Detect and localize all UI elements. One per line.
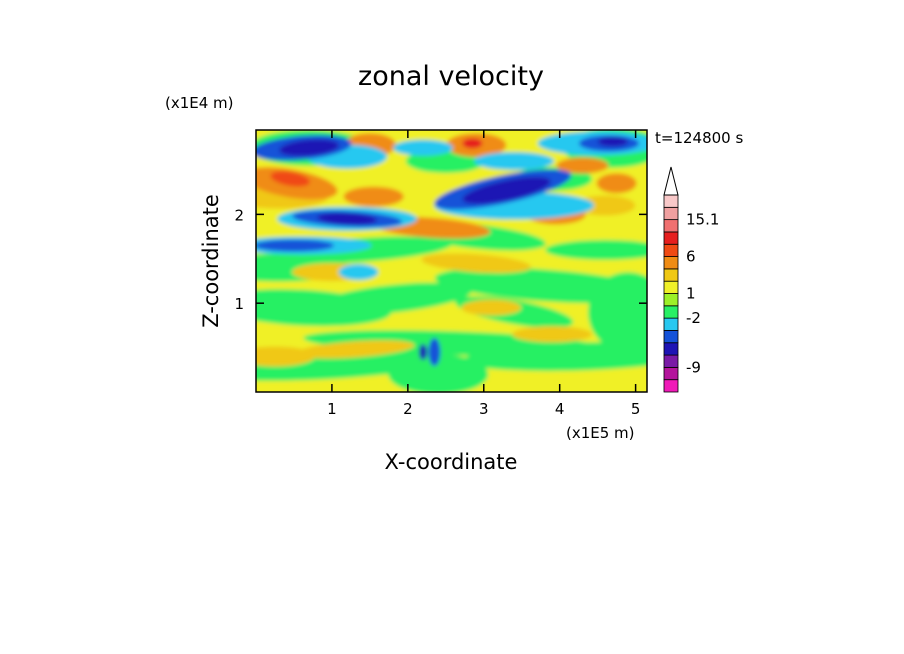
x-tick-label: 4 bbox=[555, 400, 565, 418]
colorbar-segment bbox=[663, 231, 679, 245]
colorbar-label: 1 bbox=[686, 285, 696, 303]
x-tick-label: 5 bbox=[631, 400, 641, 418]
chart-title: zonal velocity bbox=[358, 61, 544, 92]
field-patch bbox=[279, 139, 340, 157]
field-patch bbox=[462, 176, 551, 204]
field-patch bbox=[313, 282, 473, 315]
colorbar-label: 15.1 bbox=[686, 211, 719, 229]
colorbar-segment bbox=[663, 243, 679, 257]
field-patch bbox=[388, 354, 489, 392]
colorbar-segment bbox=[663, 317, 679, 331]
x-axis-label: X-coordinate bbox=[385, 450, 518, 474]
plot-frame bbox=[255, 129, 648, 393]
colorbar-segment bbox=[663, 194, 679, 208]
field-patch bbox=[419, 344, 428, 361]
field-patch bbox=[545, 239, 647, 260]
y-axis-ticks: 12 bbox=[234, 206, 647, 313]
colorbar-label: 6 bbox=[686, 248, 696, 266]
colorbar-segment bbox=[663, 219, 679, 233]
field-patch bbox=[461, 299, 522, 316]
y-tick-label: 2 bbox=[234, 206, 244, 224]
field-patch bbox=[588, 272, 647, 353]
colorbar-extend-arrow bbox=[663, 166, 679, 196]
field-patch bbox=[575, 195, 636, 216]
x-tick-label: 1 bbox=[327, 400, 337, 418]
field-patch bbox=[317, 212, 378, 226]
colorbar-segment bbox=[663, 379, 679, 393]
colorbar-segment bbox=[663, 366, 679, 381]
field-patch bbox=[393, 139, 454, 156]
field-patch bbox=[270, 171, 310, 187]
x-axis-ticks: 1 2 3 4 5 bbox=[327, 130, 640, 418]
heatmap-field bbox=[256, 130, 647, 392]
field-patch bbox=[462, 138, 483, 149]
field-patch bbox=[556, 157, 609, 174]
field-patch bbox=[256, 239, 334, 252]
field-patch bbox=[596, 173, 637, 194]
colorbar-segment bbox=[663, 305, 679, 319]
field-patch bbox=[338, 264, 379, 281]
colorbar-segment bbox=[663, 206, 679, 221]
colorbar-segment bbox=[663, 293, 679, 307]
y-axis-label: Z-coordinate bbox=[199, 194, 223, 328]
colorbar-segment bbox=[663, 354, 679, 368]
x-tick-label: 2 bbox=[403, 400, 413, 418]
colorbar-segment bbox=[663, 268, 679, 282]
field-patch bbox=[421, 253, 532, 273]
field-patch bbox=[343, 186, 404, 207]
colorbar-label: -9 bbox=[686, 358, 701, 376]
field-patch bbox=[597, 136, 628, 147]
y-tick-label: 1 bbox=[234, 295, 244, 313]
colorbar-segment bbox=[663, 280, 679, 294]
y-axis-unit: (x1E4 m) bbox=[165, 94, 234, 112]
x-tick-label: 3 bbox=[479, 400, 489, 418]
field-patch bbox=[512, 326, 593, 343]
x-axis-unit: (x1E5 m) bbox=[566, 424, 635, 442]
colorbar-segment bbox=[663, 342, 679, 356]
colorbar-segment bbox=[663, 256, 679, 270]
field-patch bbox=[474, 152, 555, 171]
time-label: t=124800 s bbox=[655, 129, 743, 147]
colorbar-label: -2 bbox=[686, 309, 701, 327]
colorbar: 15.1 6 1 -2 -9 bbox=[663, 166, 719, 393]
field-patch bbox=[428, 338, 441, 367]
field-patch bbox=[294, 340, 415, 359]
colorbar-segment bbox=[663, 330, 679, 344]
